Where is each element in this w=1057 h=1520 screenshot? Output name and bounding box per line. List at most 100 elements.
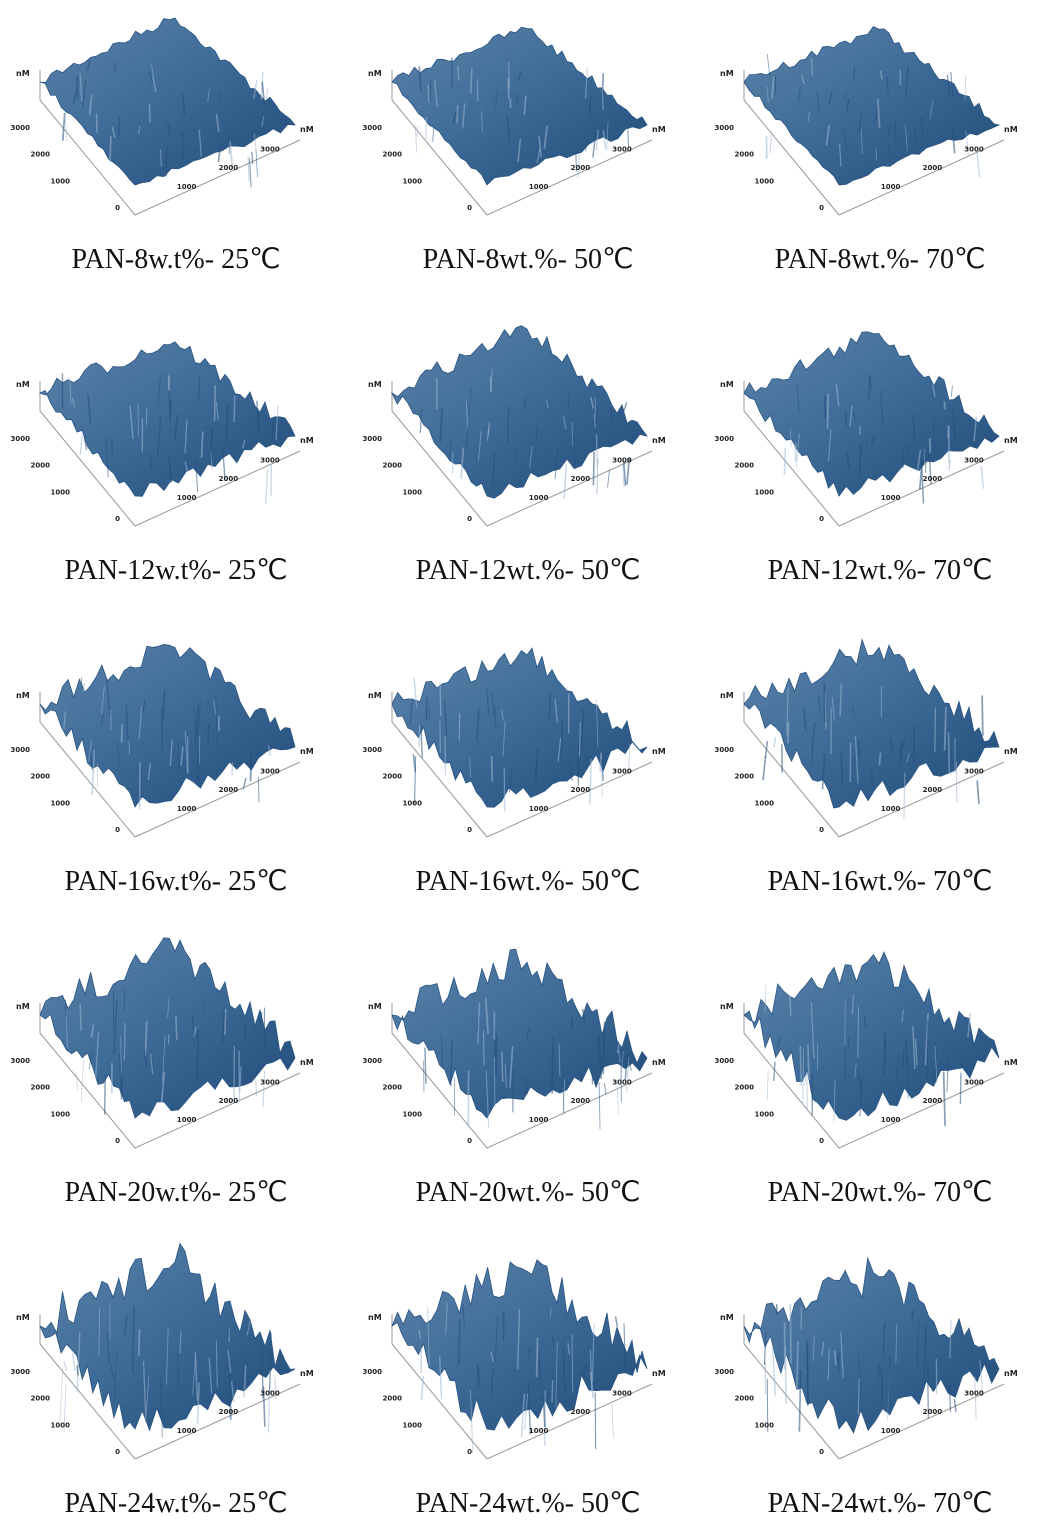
x-tick-label: 3000 <box>260 767 280 775</box>
x-tick-label: 2000 <box>219 1408 239 1416</box>
surface-streak <box>552 1038 553 1094</box>
surface-streak <box>774 737 775 748</box>
y-tick-label: 3000 <box>715 1057 735 1065</box>
x-tick-label: 3000 <box>260 1389 280 1397</box>
z-unit-label: nM <box>16 1313 30 1322</box>
panel-caption: PAN-20wt.%- 70℃ <box>768 1177 993 1208</box>
afm-surface <box>392 648 647 807</box>
y-tick-label: 2000 <box>383 151 403 159</box>
x-tick-label: 1000 <box>177 1427 197 1435</box>
y-tick-label: 3000 <box>11 435 31 443</box>
surface-streak <box>944 1072 945 1126</box>
surface-streak <box>869 375 870 402</box>
x-tick-label: 3000 <box>612 767 632 775</box>
surface-streak <box>490 377 491 392</box>
y-tick-label: 0 <box>467 826 472 834</box>
panel-caption: PAN-8wt.%- 50℃ <box>423 244 634 275</box>
x-unit-label: nM <box>300 747 314 756</box>
surface-streak <box>841 751 842 785</box>
surface-streak <box>859 739 860 757</box>
y-tick-label: 0 <box>819 515 824 523</box>
y-tick-label: 2000 <box>735 1084 755 1092</box>
y-tick-label: 3000 <box>363 1368 383 1376</box>
y-tick-label: 2000 <box>735 462 755 470</box>
surface-streak <box>951 386 952 397</box>
y-tick-label: 1000 <box>403 799 423 807</box>
z-unit-label: nM <box>368 1002 382 1011</box>
y-tick-label: 2000 <box>383 462 403 470</box>
surface-streak <box>550 1308 551 1317</box>
panel-caption: PAN-20w.t%- 25℃ <box>64 1177 287 1208</box>
afm-surface <box>40 644 295 807</box>
surface-streak <box>492 756 493 782</box>
y-tick-label: 0 <box>115 204 120 212</box>
y-tick-label: 3000 <box>11 1368 31 1376</box>
surface-streak <box>440 683 441 717</box>
z-unit-label: nM <box>368 380 382 389</box>
x-tick-label: 3000 <box>964 1078 984 1086</box>
x-tick-label: 1000 <box>529 805 549 813</box>
surface-streak <box>77 1365 78 1375</box>
surface-streak <box>615 1316 617 1326</box>
surface-streak <box>774 1062 775 1081</box>
surface-streak <box>115 62 116 70</box>
surface-streak <box>529 1347 530 1358</box>
y-tick-label: 1000 <box>51 799 71 807</box>
x-unit-label: nM <box>1004 125 1018 134</box>
y-tick-label: 3000 <box>363 746 383 754</box>
y-tick-label: 1000 <box>51 1110 71 1118</box>
x-tick-label: 2000 <box>219 475 239 483</box>
y-tick-label: 2000 <box>383 1084 403 1092</box>
page: {"figure": {"panels": [ {"caption": "PAN… <box>0 0 1057 1520</box>
surface-streak <box>459 1320 460 1365</box>
surface-streak <box>977 151 980 177</box>
surface-streak <box>76 1072 78 1090</box>
x-tick-label: 3000 <box>612 145 632 153</box>
surface-streak <box>770 131 771 153</box>
surface-streak <box>860 443 861 479</box>
y-tick-label: 3000 <box>715 124 735 132</box>
surface-streak <box>628 130 629 147</box>
surface-streak <box>954 1399 956 1412</box>
surface-streak <box>502 1052 503 1082</box>
panel-caption: PAN-12wt.%- 50℃ <box>416 555 641 586</box>
panel: nMnM3000200010000100020003000PAN-12w.t%-… <box>11 342 314 586</box>
x-tick-label: 1000 <box>177 1116 197 1124</box>
surface-streak <box>765 741 767 758</box>
y-tick-label: 0 <box>115 826 120 834</box>
surface-streak <box>763 756 765 780</box>
surface-streak <box>590 759 591 805</box>
y-tick-label: 1000 <box>755 488 775 496</box>
x-tick-label: 1000 <box>881 183 901 191</box>
surface-streak <box>66 119 67 140</box>
x-unit-label: nM <box>652 747 666 756</box>
surface-streak <box>445 737 446 776</box>
surface-streak <box>162 1388 163 1438</box>
panel-caption: PAN-24wt.%- 70℃ <box>768 1488 993 1519</box>
y-tick-label: 2000 <box>31 151 51 159</box>
x-tick-label: 1000 <box>529 1427 549 1435</box>
figure: nMnM3000200010000100020003000PAN-8w.t%- … <box>0 0 1057 1520</box>
x-tick-label: 2000 <box>571 475 591 483</box>
y-tick-label: 0 <box>819 1137 824 1145</box>
panel: nMnM3000200010000100020003000PAN-12wt.%-… <box>715 332 1018 586</box>
x-tick-label: 2000 <box>571 786 591 794</box>
y-tick-label: 3000 <box>363 1057 383 1065</box>
z-unit-label: nM <box>720 691 734 700</box>
x-tick-label: 2000 <box>923 1408 943 1416</box>
surface-streak <box>63 113 65 141</box>
panel: nMnM3000200010000100020003000PAN-12wt.%-… <box>363 326 666 586</box>
z-unit-label: nM <box>16 1002 30 1011</box>
panel: nMnM3000200010000100020003000PAN-8wt.%- … <box>363 27 666 275</box>
surface-streak <box>881 1369 882 1404</box>
x-tick-label: 1000 <box>177 183 197 191</box>
panel: nMnM3000200010000100020003000PAN-20wt.%-… <box>363 949 666 1208</box>
panel: nMnM3000200010000100020003000PAN-16w.t%-… <box>11 644 314 897</box>
x-tick-label: 3000 <box>964 456 984 464</box>
surface-streak <box>564 464 566 498</box>
z-unit-label: nM <box>720 1313 734 1322</box>
x-tick-label: 1000 <box>177 494 197 502</box>
surface-streak <box>612 1404 613 1438</box>
x-tick-label: 1000 <box>881 1116 901 1124</box>
y-tick-label: 2000 <box>31 462 51 470</box>
